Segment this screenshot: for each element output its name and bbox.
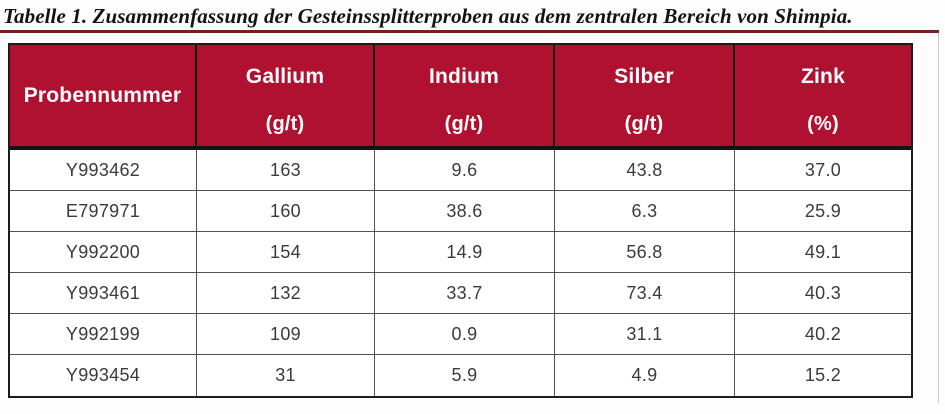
- cell-sample-id: Y993462: [10, 150, 197, 190]
- cell-silber: 56.8: [555, 232, 735, 272]
- cell-indium: 38.6: [375, 191, 555, 231]
- table-row: E797971 160 38.6 6.3 25.9: [10, 191, 911, 232]
- cell-sample-id: Y992199: [10, 314, 197, 354]
- table-row: Y992200 154 14.9 56.8 49.1: [10, 232, 911, 273]
- cell-sample-id: Y992200: [10, 232, 197, 272]
- cell-indium: 14.9: [375, 232, 555, 272]
- table-row: Y992199 109 0.9 31.1 40.2: [10, 314, 911, 355]
- sample-results-table: Probennummer Gallium (g/t) Indium (g/t) …: [8, 43, 913, 398]
- col-header-gallium: Gallium (g/t): [197, 45, 375, 146]
- table-row: Y993461 132 33.7 73.4 40.3: [10, 273, 911, 314]
- col-header-unit: (%): [807, 113, 839, 135]
- col-header-label: Indium: [428, 65, 500, 88]
- cell-zink: 49.1: [804, 241, 842, 262]
- cell-sample-id: E797971: [10, 191, 197, 231]
- col-header-zink: Zink (%): [735, 45, 911, 146]
- table-row: Y993462 163 9.6 43.8 37.0: [10, 150, 911, 191]
- cell-zink: 37.0: [804, 159, 842, 180]
- col-header-indium: Indium (g/t): [375, 45, 555, 146]
- cell-zink: 40.2: [804, 323, 842, 344]
- cell-gallium: 160: [197, 191, 375, 231]
- col-header-unit: (g/t): [624, 113, 664, 135]
- cell-silber: 4.9: [555, 355, 735, 396]
- cell-gallium: 154: [197, 232, 375, 272]
- col-header-label: Silber: [614, 65, 674, 88]
- cell-silber: 6.3: [555, 191, 735, 231]
- table-row: Y993454 31 5.9 4.9 15.2: [10, 355, 911, 396]
- cell-silber: 31.1: [555, 314, 735, 354]
- col-header-label: Gallium: [245, 65, 325, 88]
- cell-zink: 15.2: [804, 365, 842, 385]
- cell-indium: 9.6: [375, 150, 555, 190]
- table-header-row: Probennummer Gallium (g/t) Indium (g/t) …: [10, 45, 911, 150]
- cell-gallium: 163: [197, 150, 375, 190]
- cell-silber: 43.8: [555, 150, 735, 190]
- scan-page-edge-line: [938, 33, 939, 403]
- cell-zink: 25.9: [804, 200, 842, 221]
- col-header-silber: Silber (g/t): [555, 45, 735, 146]
- cell-silber: 73.4: [555, 273, 735, 313]
- col-header-label: Zink: [801, 65, 845, 88]
- cell-indium: 0.9: [375, 314, 555, 354]
- cell-indium: 5.9: [375, 355, 555, 396]
- table-caption: Tabelle 1. Zusammenfassung der Gesteinss…: [3, 4, 853, 28]
- col-header-unit: (g/t): [265, 113, 305, 135]
- cell-gallium: 109: [197, 314, 375, 354]
- col-header-probennummer: Probennummer: [10, 45, 197, 146]
- cell-indium: 33.7: [375, 273, 555, 313]
- cell-gallium: 132: [197, 273, 375, 313]
- cell-zink: 40.3: [804, 282, 842, 303]
- caption-underline-rule: [0, 30, 939, 33]
- col-header-unit: (g/t): [444, 113, 484, 135]
- cell-sample-id: Y993454: [10, 355, 197, 396]
- cell-gallium: 31: [197, 355, 375, 396]
- cell-sample-id: Y993461: [10, 273, 197, 313]
- col-header-label: Probennummer: [23, 83, 182, 107]
